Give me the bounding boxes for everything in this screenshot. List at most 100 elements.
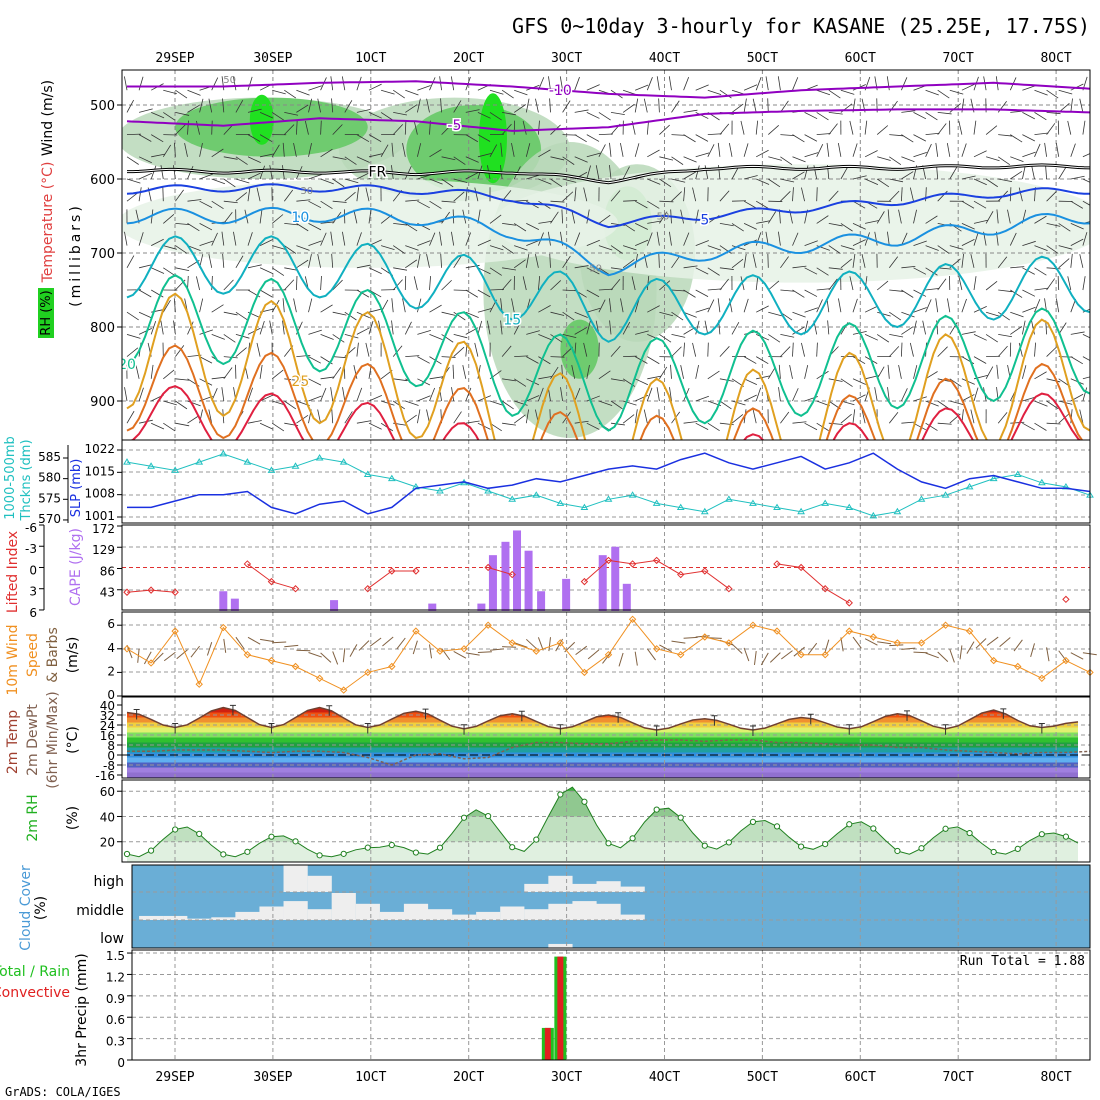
wind-barb xyxy=(937,190,948,202)
wind-barb xyxy=(441,279,452,291)
wind-barb xyxy=(755,76,762,91)
wind-barb xyxy=(595,165,600,180)
wind-barb xyxy=(898,209,902,224)
wind-barb xyxy=(344,311,357,321)
wind-speed-marker xyxy=(1038,674,1046,683)
wind-barb xyxy=(526,378,540,386)
wind-barb-10m xyxy=(296,649,311,652)
wind-barb xyxy=(937,400,950,410)
day-label-top: 2OCT xyxy=(453,51,484,66)
wind-barb xyxy=(913,240,927,246)
wind-barb xyxy=(514,245,528,251)
wind-barb xyxy=(451,387,455,402)
wind-barb xyxy=(1079,409,1084,424)
wind-barb xyxy=(998,134,1013,137)
thickness-marker xyxy=(604,495,613,502)
wind-barb xyxy=(489,89,504,95)
wind-barb xyxy=(1034,267,1047,276)
wind-barb xyxy=(925,267,938,276)
wind-barb xyxy=(441,124,452,135)
wind-barb xyxy=(332,279,343,291)
temp-contour-25 xyxy=(126,292,1090,440)
wind-barb xyxy=(985,211,994,224)
cloud-bar xyxy=(548,903,573,920)
wind-barb xyxy=(792,311,806,318)
wind-barb xyxy=(404,166,412,180)
wind-barb xyxy=(562,334,577,339)
wind-barb xyxy=(549,253,551,268)
wind-barb xyxy=(162,144,172,158)
wind-barb xyxy=(417,143,422,157)
wind-barb xyxy=(1067,276,1072,291)
wind-barb xyxy=(151,238,164,246)
wind-barb xyxy=(852,253,856,268)
wind-barb xyxy=(1055,142,1060,157)
wind-barb-10m xyxy=(152,652,164,664)
wind-barb xyxy=(356,156,370,163)
wind-barb xyxy=(961,83,975,91)
wind-barb xyxy=(199,200,213,208)
precip-tick-label: 0.3 xyxy=(106,1035,125,1049)
wind-speed-marker xyxy=(917,639,926,647)
wind-barb xyxy=(282,142,285,157)
wind-barb xyxy=(695,267,709,275)
wind-barb xyxy=(344,191,356,202)
wind-barb xyxy=(223,334,236,343)
wind-speed-marker xyxy=(195,680,203,688)
wind-barb xyxy=(707,133,722,135)
wind-barb xyxy=(560,387,563,402)
wind-barb xyxy=(752,98,757,113)
wind-barb xyxy=(767,366,776,380)
wind-barb xyxy=(138,387,144,402)
wind-barb xyxy=(1010,266,1025,269)
wind-barb xyxy=(874,231,878,246)
wind-barb xyxy=(707,342,709,357)
wind-barb xyxy=(731,322,740,335)
wind-barb xyxy=(126,99,134,113)
wind-barb xyxy=(163,112,176,121)
wind-barb xyxy=(804,289,818,297)
wind-barb xyxy=(259,364,263,379)
label-rh: RH (%) xyxy=(39,290,54,335)
wind-barb xyxy=(792,134,805,143)
wind-barb xyxy=(259,394,273,402)
wind-barb xyxy=(631,276,636,291)
wind-barb xyxy=(124,231,128,246)
slp-tick-label: 1001 xyxy=(84,509,115,523)
wind-barb xyxy=(304,120,309,135)
wind-barb xyxy=(828,267,843,270)
precip-tick-label: 1.5 xyxy=(106,949,125,963)
wind-barb xyxy=(259,209,263,224)
wind-barb xyxy=(417,98,421,113)
rh-marker xyxy=(653,806,660,813)
wind-barb xyxy=(525,143,531,157)
wind-barb xyxy=(1018,187,1023,202)
temp-contour-10 xyxy=(126,206,1090,277)
rh-marker xyxy=(725,839,732,846)
wind-barb xyxy=(477,239,491,246)
slp-line xyxy=(127,452,1091,515)
wind-barb xyxy=(465,420,480,424)
lifted-index-line xyxy=(776,563,850,604)
wind-speed-marker xyxy=(965,627,974,635)
rh-marker xyxy=(196,830,203,837)
wind-barb xyxy=(1034,215,1047,224)
wind-barb xyxy=(477,308,492,313)
wind-barb xyxy=(196,120,200,135)
wind-barb xyxy=(659,156,674,161)
minmax-marker xyxy=(615,712,622,723)
wind-barb xyxy=(1082,232,1088,246)
lifted-index-line xyxy=(247,563,296,590)
lifted-index-marker xyxy=(580,577,589,586)
day-label-top: 30SEP xyxy=(253,51,292,66)
wind-barb xyxy=(405,400,419,406)
wind-speed-marker xyxy=(171,627,179,635)
wind-barb xyxy=(586,165,591,180)
label-10m-wind: 10m Wind xyxy=(5,624,21,695)
wind-barb xyxy=(635,378,649,386)
thickness-marker xyxy=(315,454,324,461)
wind-barb xyxy=(160,320,164,335)
wind-barb xyxy=(452,364,455,379)
wind-barb xyxy=(901,311,915,318)
wind-barb xyxy=(583,342,588,357)
